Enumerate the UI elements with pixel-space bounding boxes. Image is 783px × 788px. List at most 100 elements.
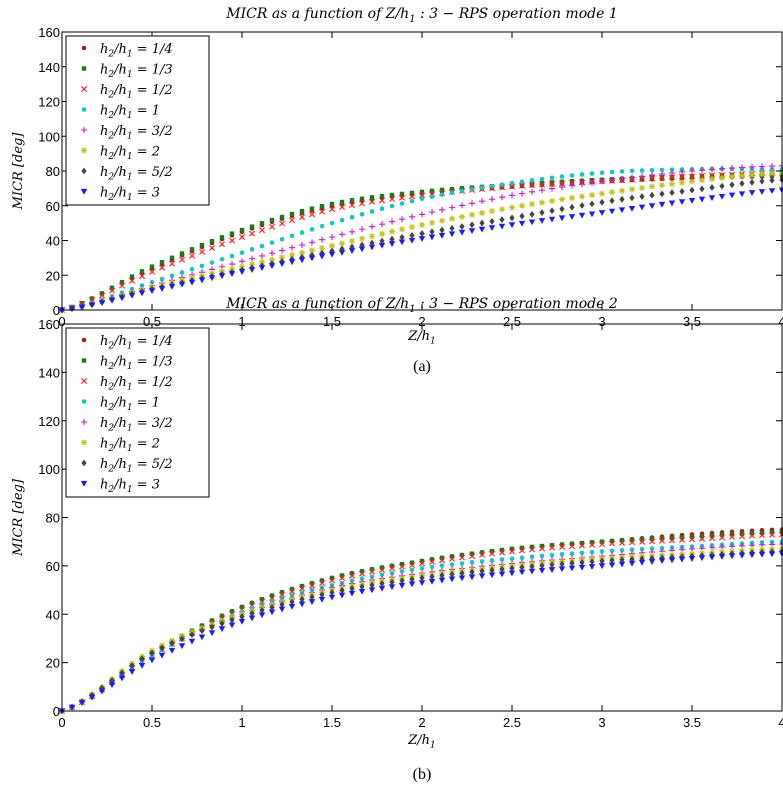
data-point	[649, 172, 655, 179]
data-point	[228, 271, 236, 278]
data-point	[729, 533, 735, 540]
data-point	[728, 553, 736, 560]
data-point	[619, 538, 625, 543]
data-point	[168, 284, 176, 290]
y-tick-label: 60	[46, 559, 60, 574]
data-point	[558, 566, 566, 573]
data-point	[549, 552, 555, 558]
data-point	[518, 569, 526, 576]
data-point	[329, 577, 335, 584]
chart-title: MICR as a function of Z/h1​ : 3 − RPS op…	[225, 296, 618, 315]
data-point	[409, 560, 415, 565]
data-point	[379, 580, 385, 587]
data-point	[509, 546, 515, 552]
data-point	[359, 212, 365, 217]
data-point	[629, 194, 635, 202]
data-point	[139, 655, 145, 663]
data-point	[398, 582, 406, 589]
legend-marker	[81, 86, 87, 92]
data-point	[408, 581, 416, 588]
data-point	[529, 201, 535, 208]
data-point	[668, 200, 676, 207]
data-point	[409, 231, 415, 239]
data-point	[489, 558, 495, 563]
data-point	[319, 578, 325, 583]
data-point	[599, 549, 605, 554]
data-point	[748, 552, 756, 559]
data-point	[369, 574, 375, 579]
data-point	[699, 177, 705, 184]
data-point	[128, 292, 136, 299]
legend-item: h2​/h1​ = 5/2	[81, 165, 173, 183]
data-point	[509, 556, 515, 561]
data-point	[588, 564, 596, 570]
data-point	[349, 228, 355, 235]
data-point	[349, 238, 355, 245]
data-point	[739, 531, 745, 537]
data-point	[448, 576, 456, 583]
data-point	[529, 546, 535, 553]
data-point	[499, 216, 505, 224]
data-point	[138, 290, 146, 297]
legend-label: h2​/h1​ = 3/2	[100, 416, 173, 434]
legend-marker	[81, 459, 87, 467]
data-point	[358, 246, 366, 253]
data-point	[729, 543, 735, 550]
data-point	[639, 546, 645, 552]
legend-marker	[81, 399, 87, 404]
data-point	[369, 581, 375, 589]
data-point	[299, 583, 305, 589]
data-point	[259, 243, 265, 249]
data-point	[459, 186, 465, 191]
data-point	[559, 543, 565, 550]
data-point	[478, 573, 486, 580]
data-point	[559, 179, 565, 184]
data-point	[339, 204, 345, 211]
data-point	[168, 647, 176, 654]
data-point	[329, 206, 335, 213]
legend-marker	[81, 439, 87, 446]
x-axis-label: Z/h1​	[407, 329, 436, 347]
data-point	[399, 194, 405, 201]
data-point	[439, 563, 445, 568]
data-point	[559, 180, 565, 187]
data-point	[559, 551, 565, 557]
data-point	[459, 554, 465, 561]
data-point	[709, 176, 715, 183]
data-point	[439, 557, 445, 564]
data-point	[649, 167, 655, 173]
data-point	[389, 570, 395, 576]
data-point	[529, 178, 535, 183]
data-point	[199, 242, 205, 248]
data-point	[589, 179, 595, 186]
data-point	[208, 630, 216, 637]
data-point	[208, 275, 216, 282]
data-point	[619, 175, 625, 182]
data-point	[669, 167, 675, 172]
data-point	[419, 230, 425, 237]
data-point	[639, 193, 645, 200]
data-point	[349, 585, 355, 592]
data-point	[689, 534, 695, 540]
data-point	[719, 174, 725, 181]
data-point	[579, 178, 585, 183]
legend-item: h2​/h1​ = 1/3	[81, 63, 173, 80]
data-point	[489, 208, 495, 215]
x-tick-label: 2.5	[503, 715, 521, 730]
data-point	[589, 549, 595, 555]
data-point	[678, 199, 686, 206]
data-point	[579, 540, 585, 546]
legend-marker	[81, 358, 87, 363]
legend-label: h2​/h1​ = 1	[100, 104, 160, 122]
data-point	[469, 200, 475, 207]
data-point	[379, 565, 385, 570]
data-point	[569, 194, 575, 201]
legend-marker	[81, 107, 87, 112]
data-point	[759, 163, 765, 170]
data-point	[649, 183, 655, 190]
data-point	[269, 593, 275, 598]
data-point	[409, 193, 415, 200]
data-point	[119, 669, 125, 677]
data-point	[349, 198, 355, 203]
data-point	[749, 171, 755, 178]
